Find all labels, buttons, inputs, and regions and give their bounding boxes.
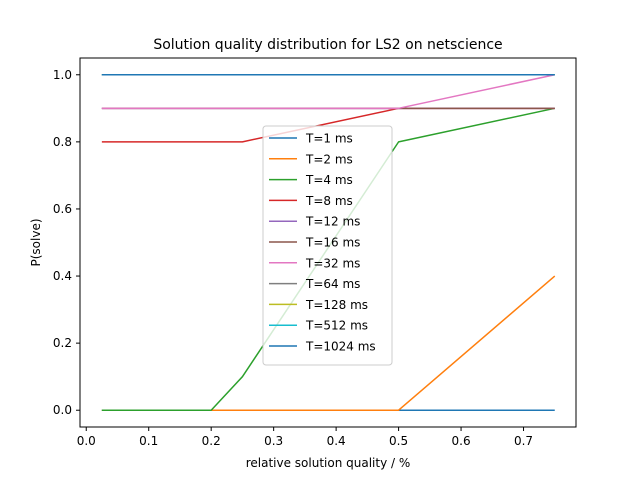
chart-title: Solution quality distribution for LS2 on… — [153, 37, 502, 53]
series-line-6 — [101, 74, 555, 110]
legend-label: T=32 ms — [305, 256, 360, 270]
y-tick-label: 0.8 — [53, 135, 72, 149]
legend-label: T=4 ms — [305, 173, 353, 187]
y-tick-label: 0.6 — [53, 202, 72, 216]
x-tick-label: 0.0 — [77, 434, 96, 448]
legend-label: T=12 ms — [305, 215, 360, 229]
legend-box — [262, 125, 393, 366]
x-tick-label: 0.2 — [202, 434, 221, 448]
series-line-2 — [101, 107, 555, 411]
x-tick-label: 0.6 — [452, 434, 471, 448]
legend-label: T=512 ms — [305, 319, 368, 333]
x-axis-ticks: 0.0 0.1 0.2 0.3 0.4 0.5 0.6 0.7 — [77, 427, 533, 448]
legend-label: T=2 ms — [305, 152, 353, 166]
axes-layer — [79, 57, 577, 428]
x-tick-label: 0.4 — [327, 434, 346, 448]
legend-label: T=1024 ms — [305, 340, 376, 354]
legend-label: T=16 ms — [305, 236, 360, 250]
x-tick-label: 0.7 — [514, 434, 533, 448]
x-tick-label: 0.5 — [389, 434, 408, 448]
y-tick-label: 1.0 — [53, 68, 72, 82]
legend-label: T=8 ms — [305, 194, 353, 208]
y-axis-ticks: 0.0 0.2 0.4 0.6 0.8 1.0 — [53, 68, 80, 417]
legend-label: T=128 ms — [305, 298, 368, 312]
x-tick-label: 0.3 — [264, 434, 283, 448]
x-tick-label: 0.1 — [139, 434, 158, 448]
legend-label: T=64 ms — [305, 277, 360, 291]
legend-label: T=1 ms — [305, 132, 353, 146]
y-tick-label: 0.4 — [53, 269, 72, 283]
y-tick-label: 0.0 — [53, 403, 72, 417]
plot-frame — [79, 57, 577, 428]
series-layer — [101, 74, 556, 411]
y-tick-label: 0.2 — [53, 336, 72, 350]
x-axis-label: relative solution quality / % — [246, 456, 411, 470]
legend: T=1 ms T=2 ms T=4 ms T=8 ms T=12 ms T=16 ms T=… — [262, 125, 393, 366]
y-axis-label: P(solve) — [29, 218, 43, 266]
